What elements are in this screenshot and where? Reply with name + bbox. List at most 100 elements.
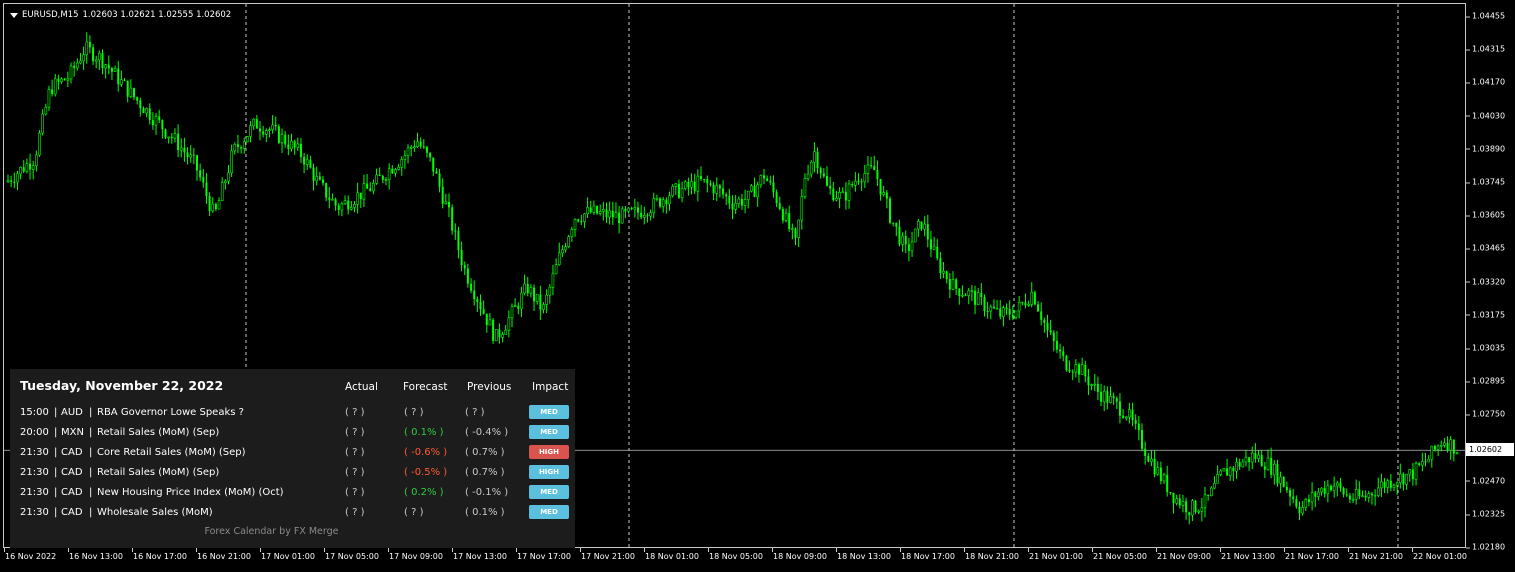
price-axis[interactable]: 1.04455 1.04315 1.04170 1.04030 1.03890 1.037… [1465, 3, 1515, 552]
candle [826, 166, 828, 187]
candle [1260, 450, 1263, 467]
candle [501, 331, 504, 343]
candle [561, 245, 564, 257]
candle [759, 174, 763, 189]
candle [438, 168, 441, 193]
candle [683, 180, 687, 191]
candle [1030, 282, 1034, 308]
candle [457, 226, 460, 259]
price-tick-label: 1.02895 [1465, 376, 1506, 386]
time-tick-label: 18 Nov 13:00 [836, 548, 891, 561]
candle [1257, 450, 1260, 463]
candle [1024, 293, 1027, 309]
candle [1399, 463, 1402, 489]
candle [942, 261, 945, 279]
candle [353, 201, 356, 213]
event-time: 21:30 [20, 467, 49, 478]
candle [158, 109, 161, 123]
candle [1273, 460, 1276, 485]
candle [369, 182, 372, 192]
candle [533, 284, 536, 312]
impact-badge[interactable]: HIGH [529, 445, 569, 459]
candle [923, 216, 926, 237]
candle [470, 278, 473, 294]
candle [69, 62, 73, 84]
event-actual: ( ? ) [345, 427, 365, 438]
separator: | [54, 507, 58, 518]
candle [129, 79, 133, 99]
candle [381, 174, 384, 184]
impact-badge[interactable]: HIGH [529, 465, 569, 479]
candle [620, 206, 624, 224]
candle [1147, 452, 1150, 463]
candle [690, 173, 693, 195]
candle [680, 181, 684, 203]
candle [1439, 440, 1443, 452]
event-currency: CAD [61, 447, 83, 458]
candle [1096, 376, 1099, 401]
candle [1115, 396, 1118, 410]
candle [624, 205, 627, 219]
candle [196, 154, 198, 181]
candle [236, 134, 239, 154]
candle [614, 202, 618, 218]
candle [1188, 511, 1191, 525]
event-title: Retail Sales (MoM) (Sep) [97, 467, 220, 478]
candle [1411, 462, 1414, 486]
candle [1443, 438, 1446, 448]
candle [92, 44, 95, 65]
candle [44, 103, 48, 116]
dropdown-triangle-icon[interactable] [10, 12, 18, 18]
candle [1452, 439, 1455, 462]
candle [976, 287, 980, 306]
candle [570, 226, 574, 242]
candle [359, 192, 362, 208]
candle [964, 293, 967, 297]
candle [63, 77, 66, 81]
separator: | [89, 467, 93, 478]
candle [1430, 445, 1434, 468]
time-tick-label: 17 Nov 01:00 [260, 548, 315, 561]
time-tick-label: 17 Nov 13:00 [452, 548, 507, 561]
candle [1169, 491, 1172, 495]
candle [822, 168, 825, 179]
candle [287, 134, 290, 156]
candle [948, 272, 951, 299]
separator: | [54, 447, 58, 458]
candle [539, 285, 542, 320]
column-header-forecast: Forecast [403, 381, 448, 393]
candle [312, 163, 315, 191]
time-tick-label: 16 Nov 13:00 [68, 548, 123, 561]
candle [110, 66, 113, 81]
candle [671, 184, 674, 198]
candle [989, 304, 993, 320]
impact-badge[interactable]: MED [529, 405, 569, 419]
candle [879, 178, 882, 201]
calendar-event-row: 21:30 | CAD | Retail Sales (MoM) (Sep)( ? )(… [10, 464, 575, 484]
candle [1238, 458, 1241, 471]
candle [974, 285, 977, 315]
price-tick-label: 1.02180 [1465, 542, 1506, 552]
candle [517, 302, 520, 315]
time-tick-label: 18 Nov 01:00 [644, 548, 699, 561]
candle [1059, 343, 1062, 359]
candle [98, 50, 101, 70]
time-tick-label: 17 Nov 05:00 [324, 548, 379, 561]
candle [375, 168, 378, 185]
impact-badge[interactable]: MED [529, 425, 569, 439]
candle [602, 201, 605, 221]
event-forecast: ( 0.2% ) [404, 487, 444, 498]
candle [435, 168, 438, 174]
candle [1153, 450, 1156, 478]
time-axis[interactable]: 16 Nov 2022 16 Nov 13:00 16 Nov 17:00 16 No… [3, 548, 1467, 572]
candle [788, 205, 791, 232]
candle [1310, 482, 1314, 511]
impact-badge[interactable]: MED [529, 505, 569, 519]
candle [646, 213, 649, 223]
candle [1062, 346, 1065, 362]
impact-badge[interactable]: MED [529, 485, 569, 499]
candle [217, 197, 221, 210]
candle [526, 276, 529, 297]
event-time: 21:30 [20, 507, 49, 518]
